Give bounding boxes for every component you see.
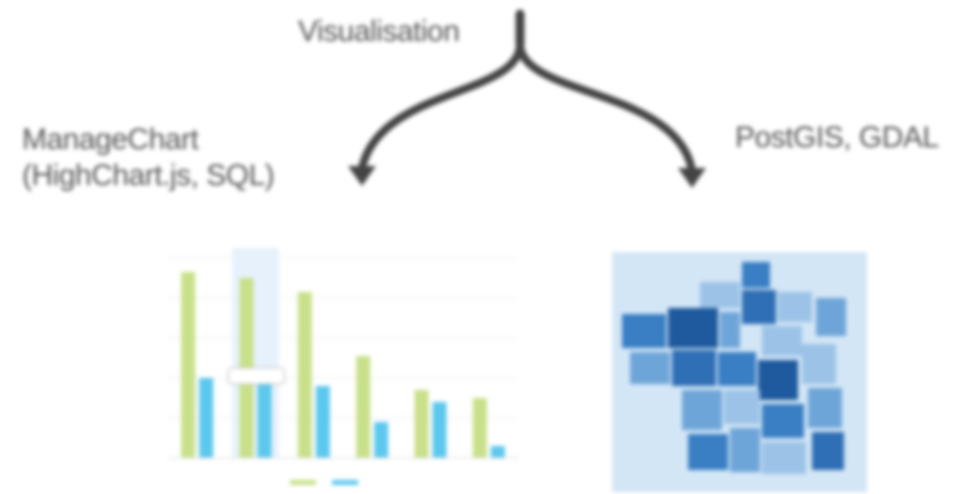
bar-chart — [168, 248, 518, 485]
map-region — [720, 312, 740, 348]
map-region — [742, 290, 776, 324]
map-region — [700, 282, 740, 308]
root-label: Visualisation — [298, 15, 460, 48]
map-region — [816, 298, 846, 336]
left-branch-label: ManageChart (HighChart.js, SQL) — [22, 122, 275, 194]
bar-series-2[interactable] — [490, 446, 505, 458]
left-label-line-1: ManageChart — [22, 123, 199, 156]
map-region — [724, 390, 760, 424]
left-label-line-2: (HighChart.js, SQL) — [22, 159, 275, 192]
arrow-to-left — [358, 43, 524, 170]
bar-series-2[interactable] — [374, 422, 389, 458]
map-region — [730, 428, 760, 472]
map-region — [812, 432, 844, 470]
arrow-head-right — [678, 168, 706, 188]
map-region — [762, 404, 804, 438]
bar-series-2[interactable] — [432, 402, 447, 458]
map-region — [762, 326, 802, 356]
bar-series-1[interactable] — [414, 390, 429, 458]
map-region — [778, 292, 812, 322]
bar-series-1[interactable] — [472, 398, 487, 458]
map-region — [668, 308, 718, 348]
map-region — [808, 388, 842, 428]
bar-series-1[interactable] — [181, 272, 196, 458]
map-region — [672, 350, 716, 386]
map-region — [630, 352, 670, 384]
choropleth-map-icon — [612, 252, 867, 492]
map-region — [688, 434, 728, 470]
arrow-to-right — [516, 43, 696, 171]
map-region — [718, 352, 756, 386]
right-branch-label: PostGIS, GDAL — [735, 121, 939, 154]
map-region — [762, 442, 806, 474]
map-region — [622, 314, 666, 348]
arrow-head-left — [348, 166, 376, 186]
map-region — [802, 344, 836, 384]
bar-series-2[interactable] — [199, 378, 214, 458]
map-region — [742, 262, 770, 288]
legend-swatch-series-2 — [332, 480, 358, 485]
bar-series-1[interactable] — [356, 356, 371, 458]
bar-series-2[interactable] — [315, 386, 330, 458]
map-region — [758, 360, 798, 400]
bar-series-2[interactable] — [257, 380, 272, 458]
tooltip-box — [227, 367, 285, 385]
map-regions — [622, 262, 846, 474]
legend-swatch-series-1 — [290, 480, 316, 485]
bar-series-1[interactable] — [297, 292, 312, 458]
map-region — [682, 390, 722, 430]
highlight-band — [232, 248, 279, 458]
